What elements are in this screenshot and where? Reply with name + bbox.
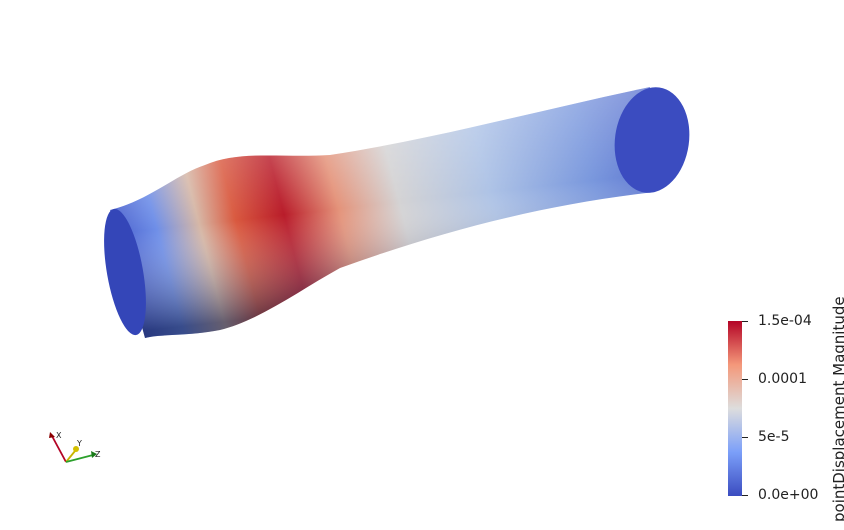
colorbar-tick-min [742,495,748,496]
axis-x-label: X [56,431,62,440]
axis-z-arrow [91,451,97,458]
colorbar-min-label: 0.0e+00 [758,487,819,503]
tube-shading [110,87,655,338]
colorbar-tick-1e4 [742,379,748,380]
axis-z-line [65,454,94,463]
colorbar-tick-label-1e4: 0.0001 [758,371,807,387]
colorbar-tick-max [742,321,748,322]
colorbar-tick-label-5e5: 5e-5 [758,429,790,445]
axis-x-line [51,435,67,463]
colorbar-gradient [728,321,742,496]
colorbar-title: pointDisplacement Magnitude [830,296,844,522]
axis-y-label: Y [76,439,82,448]
tube-end-cap-right [614,87,690,193]
axis-z-label: Z [95,450,101,459]
tube-end-cap-left [104,208,146,336]
colorbar-tick-5e5 [742,437,748,438]
orientation-axes: X Y Z [49,431,101,463]
axis-y-line [65,450,76,463]
axis-x-arrow [49,432,55,438]
colorbar-max-label: 1.5e-04 [758,313,812,329]
axis-y-arrow [73,446,79,452]
